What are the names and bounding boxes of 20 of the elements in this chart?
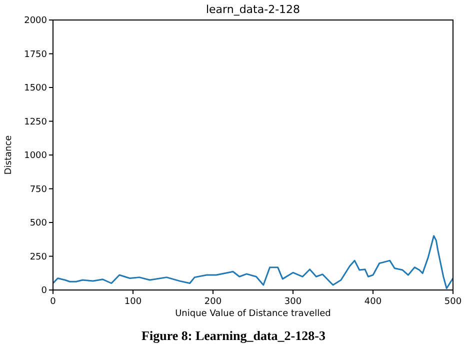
y-tick-label: 0: [41, 286, 48, 296]
y-tick-label: 1750: [24, 50, 48, 60]
chart-title: learn_data-2-128: [206, 3, 300, 16]
y-tick-label: 500: [30, 218, 48, 229]
x-tick-label: 200: [204, 297, 222, 307]
x-tick-label: 400: [364, 297, 382, 307]
y-tick-label: 2000: [24, 16, 48, 26]
x-axis-title: Unique Value of Distance travelled: [175, 309, 331, 319]
y-tick-label: 1000: [24, 151, 48, 162]
y-tick-label: 250: [30, 252, 48, 262]
x-tick-label: 100: [124, 297, 142, 307]
y-tick-label: 1250: [24, 117, 48, 128]
y-tick-label: 1500: [24, 84, 48, 94]
line-series: [53, 235, 453, 290]
y-tick-label: 750: [30, 184, 48, 195]
x-tick-label: 500: [444, 297, 462, 307]
y-axis-title: Distance: [4, 134, 14, 175]
x-tick-label: 0: [50, 297, 56, 307]
caption: Figure 8: Learning_data_2-128-3: [142, 328, 326, 343]
x-tick-label: 300: [284, 297, 302, 307]
